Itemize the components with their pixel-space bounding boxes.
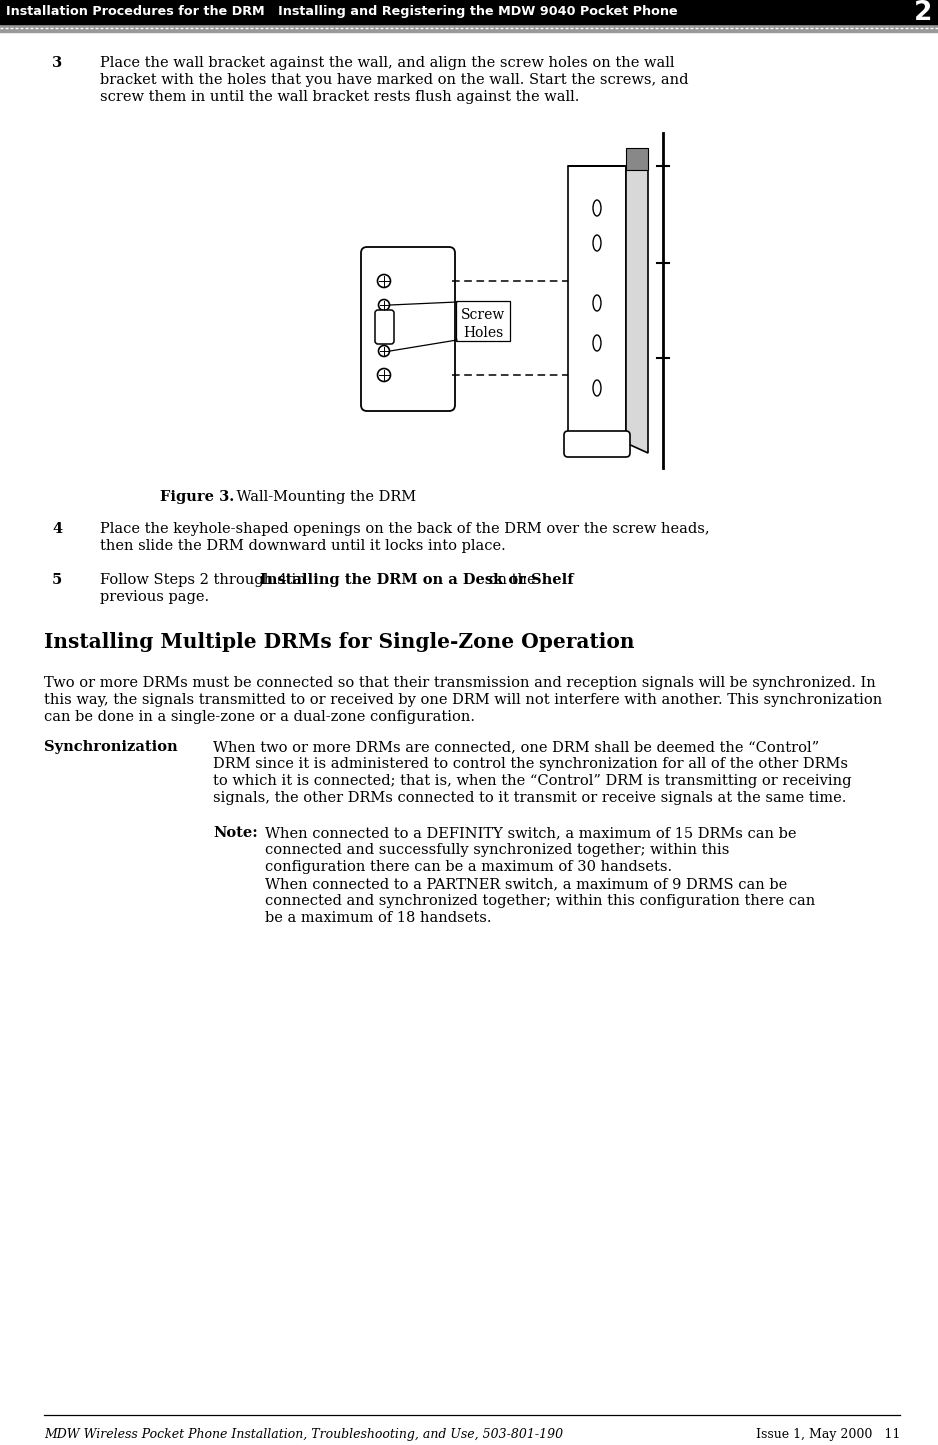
Ellipse shape <box>593 335 601 351</box>
Circle shape <box>379 345 389 357</box>
Text: DRM since it is administered to control the synchronization for all of the other: DRM since it is administered to control … <box>213 757 848 772</box>
Ellipse shape <box>593 236 601 251</box>
Text: 4: 4 <box>52 522 62 536</box>
Text: Installing the DRM on a Desk or Shelf: Installing the DRM on a Desk or Shelf <box>260 574 574 587</box>
Text: Figure 3.: Figure 3. <box>160 490 234 504</box>
Ellipse shape <box>593 199 601 215</box>
Text: 3: 3 <box>52 56 62 69</box>
Circle shape <box>377 275 390 288</box>
Text: Note:: Note: <box>213 827 258 840</box>
Text: 2: 2 <box>914 0 932 26</box>
Text: 5: 5 <box>52 574 62 587</box>
Circle shape <box>379 299 389 311</box>
Text: connected and successfully synchronized together; within this: connected and successfully synchronized … <box>265 842 730 857</box>
Text: Place the keyhole-shaped openings on the back of the DRM over the screw heads,: Place the keyhole-shaped openings on the… <box>100 522 710 536</box>
Text: Installation Procedures for the DRM   Installing and Registering the MDW 9040 Po: Installation Procedures for the DRM Inst… <box>6 6 677 19</box>
Text: Screw
Holes: Screw Holes <box>461 308 506 340</box>
FancyBboxPatch shape <box>361 247 455 410</box>
Text: this way, the signals transmitted to or received by one DRM will not interfere w: this way, the signals transmitted to or … <box>44 694 883 707</box>
Text: on the: on the <box>484 574 536 587</box>
Text: connected and synchronized together; within this configuration there can: connected and synchronized together; wit… <box>265 894 815 907</box>
Text: previous page.: previous page. <box>100 590 209 604</box>
Text: be a maximum of 18 handsets.: be a maximum of 18 handsets. <box>265 910 492 925</box>
Text: When connected to a PARTNER switch, a maximum of 9 DRMS can be: When connected to a PARTNER switch, a ma… <box>265 877 787 892</box>
Text: Follow Steps 2 through 4 in: Follow Steps 2 through 4 in <box>100 574 310 587</box>
Text: Two or more DRMs must be connected so that their transmission and reception sign: Two or more DRMs must be connected so th… <box>44 676 876 691</box>
Text: signals, the other DRMs connected to it transmit or receive signals at the same : signals, the other DRMs connected to it … <box>213 790 846 805</box>
Text: to which it is connected; that is, when the “Control” DRM is transmitting or rec: to which it is connected; that is, when … <box>213 775 852 788</box>
Text: Place the wall bracket against the wall, and align the screw holes on the wall: Place the wall bracket against the wall,… <box>100 56 674 69</box>
FancyBboxPatch shape <box>375 311 394 344</box>
Text: bracket with the holes that you have marked on the wall. Start the screws, and: bracket with the holes that you have mar… <box>100 74 688 87</box>
Text: then slide the DRM downward until it locks into place.: then slide the DRM downward until it loc… <box>100 539 506 553</box>
Text: Issue 1, May 2000   11: Issue 1, May 2000 11 <box>756 1428 900 1441</box>
Ellipse shape <box>593 295 601 311</box>
FancyBboxPatch shape <box>564 431 630 457</box>
Text: When two or more DRMs are connected, one DRM shall be deemed the “Control”: When two or more DRMs are connected, one… <box>213 740 819 754</box>
FancyBboxPatch shape <box>568 166 626 457</box>
Bar <box>0 25 938 32</box>
Text: screw them in until the wall bracket rests flush against the wall.: screw them in until the wall bracket res… <box>100 90 580 104</box>
Text: Installing Multiple DRMs for Single-Zone Operation: Installing Multiple DRMs for Single-Zone… <box>44 631 634 652</box>
FancyBboxPatch shape <box>456 301 510 341</box>
Bar <box>626 147 648 171</box>
Ellipse shape <box>593 380 601 396</box>
Polygon shape <box>626 166 648 452</box>
Bar <box>0 0 938 25</box>
Text: can be done in a single-zone or a dual-zone configuration.: can be done in a single-zone or a dual-z… <box>44 709 475 724</box>
Text: When connected to a DEFINITY switch, a maximum of 15 DRMs can be: When connected to a DEFINITY switch, a m… <box>265 827 796 840</box>
Text: Synchronization: Synchronization <box>44 740 177 754</box>
Text: configuration there can be a maximum of 30 handsets.: configuration there can be a maximum of … <box>265 860 673 874</box>
Text: MDW Wireless Pocket Phone Installation, Troubleshooting, and Use, 503-801-190: MDW Wireless Pocket Phone Installation, … <box>44 1428 563 1441</box>
Circle shape <box>377 368 390 381</box>
Text: Wall-Mounting the DRM: Wall-Mounting the DRM <box>218 490 416 504</box>
